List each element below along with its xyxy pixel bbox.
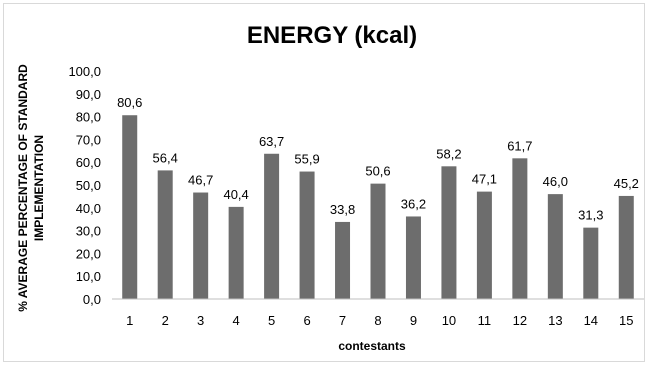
y-tick-label: 0,0: [83, 292, 101, 307]
bar-value-label: 40,4: [223, 187, 248, 202]
bar: [193, 192, 209, 299]
bar: [370, 183, 386, 299]
bar-value-label: 63,7: [259, 134, 284, 149]
x-axis-label: contestants: [338, 339, 406, 353]
bar: [583, 227, 599, 299]
bar: [228, 206, 244, 299]
x-tick-label: 11: [478, 313, 492, 328]
bar-value-label: 31,3: [578, 208, 603, 223]
bar: [441, 166, 457, 299]
y-axis: 0,0 10,0 20,0 30,0 40,0 50,0 60,0 70,0 80,0 90,0 1…: [68, 64, 101, 307]
x-tick-label: 10: [442, 313, 456, 328]
x-tick-label: 7: [339, 313, 346, 328]
y-tick-label: 20,0: [76, 246, 101, 261]
x-tick-label: 8: [374, 313, 381, 328]
bar-value-label: 45,2: [614, 176, 639, 191]
x-tick-label: 2: [162, 313, 169, 328]
bar: [264, 153, 280, 299]
x-tick-label: 14: [584, 313, 598, 328]
y-tick-label: 90,0: [76, 87, 101, 102]
y-tick-label: 50,0: [76, 178, 101, 193]
y-tick-label: 10,0: [76, 269, 101, 284]
bar: [512, 158, 528, 299]
data-labels: 80,6 56,4 46,7 40,4 63,7 55,9 33,8 50,6 36,2 58,2…: [117, 95, 639, 222]
x-tick-label: 3: [197, 313, 204, 328]
y-axis-label-line-2: IMPLEMENTATION: [32, 135, 46, 241]
y-tick-label: 100,0: [68, 64, 101, 79]
bar-value-label: 80,6: [117, 95, 142, 110]
x-tick-label: 9: [410, 313, 417, 328]
bar-value-label: 55,9: [294, 152, 319, 167]
bar-value-label: 46,7: [188, 173, 213, 188]
bar: [476, 191, 492, 299]
y-tick-label: 30,0: [76, 224, 101, 239]
bar-value-label: 46,0: [543, 174, 568, 189]
bar-value-label: 47,1: [472, 172, 497, 187]
x-tick-label: 1: [126, 313, 133, 328]
x-tick-label: 12: [513, 313, 527, 328]
x-tick-label: 13: [548, 313, 562, 328]
bars: [122, 115, 634, 300]
y-tick-label: 60,0: [76, 155, 101, 170]
bar-value-label: 50,6: [365, 164, 390, 179]
bar-value-label: 33,8: [330, 202, 355, 217]
y-tick-label: 40,0: [76, 201, 101, 216]
chart-title: ENERGY (kcal): [247, 22, 417, 49]
y-tick-label: 80,0: [76, 110, 101, 125]
bar: [299, 171, 315, 299]
x-axis: 1 2 3 4 5 6 7 8 9 10 11 12 13 14 15: [112, 298, 644, 328]
y-axis-label: % AVERAGE PERCENTAGE OF STANDARD IMPLEME…: [16, 64, 46, 312]
bar: [335, 221, 351, 299]
bar-value-label: 36,2: [401, 196, 426, 211]
bar: [122, 115, 138, 300]
y-axis-label-line-1: % AVERAGE PERCENTAGE OF STANDARD: [16, 64, 30, 312]
bar-value-label: 56,4: [153, 150, 178, 165]
chart-frame: [3, 3, 645, 362]
bar: [547, 194, 563, 299]
x-tick-label: 5: [268, 313, 275, 328]
x-tick-label: 4: [233, 313, 240, 328]
bar: [405, 216, 421, 299]
y-tick-label: 70,0: [76, 132, 101, 147]
bar-value-label: 58,2: [436, 146, 461, 161]
bar: [157, 170, 173, 299]
x-tick-label: 6: [303, 313, 310, 328]
bar-value-label: 61,7: [507, 138, 532, 153]
x-tick-label: 15: [619, 313, 633, 328]
bar: [618, 195, 634, 299]
